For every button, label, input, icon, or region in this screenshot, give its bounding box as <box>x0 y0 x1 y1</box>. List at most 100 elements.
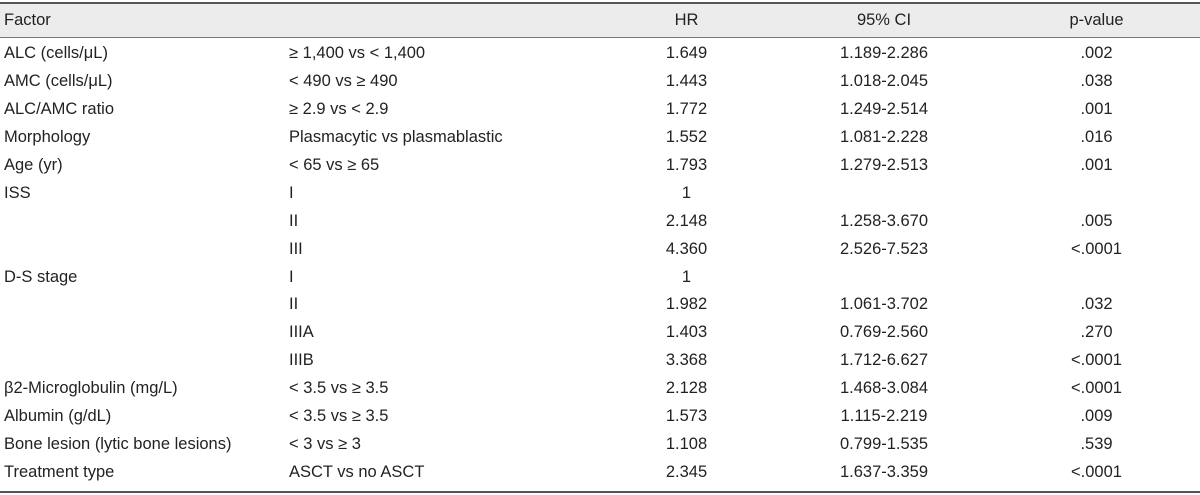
cell-comparison: III <box>289 239 303 258</box>
table-row: AMC (cells/μL) < 490 vs ≥ 490 1.443 1.018-2… <box>0 68 1200 96</box>
cell-comparison: Plasmacytic vs plasmablastic <box>289 128 503 147</box>
cell-p-value: .539 <box>1080 434 1113 453</box>
cell-hr: 2.128 <box>665 379 708 398</box>
cell-p-value: .009 <box>1080 407 1113 426</box>
table-row: IIIA 1.403 0.769-2.560 .270 <box>0 319 1200 347</box>
table-row: Age (yr) < 65 vs ≥ 65 1.793 1.279-2.513 .001 <box>0 152 1200 180</box>
cell-hr: 1 <box>681 267 692 286</box>
cell-hr: 1.793 <box>665 156 708 174</box>
cell-comparison: < 65 vs ≥ 65 <box>289 156 380 174</box>
header-comparison <box>289 4 594 37</box>
cell-factor <box>0 347 289 375</box>
cell-comparison: II <box>289 295 299 314</box>
cell-hr: 1.649 <box>665 44 708 63</box>
cell-factor: Bone lesion (lytic bone lesions) <box>4 434 232 453</box>
cell-comparison: IIIB <box>289 351 314 370</box>
table-row: ISS I 1 <box>0 179 1200 207</box>
cell-hr: 1.108 <box>665 434 708 453</box>
table-row: D-S stage I 1 <box>0 263 1200 291</box>
table-row: Morphology Plasmacytic vs plasmablastic 1.… <box>0 124 1200 152</box>
table-row: II 1.982 1.061-3.702 .032 <box>0 291 1200 319</box>
bottom-rule <box>0 491 1200 493</box>
cell-ci: 2.526-7.523 <box>839 239 929 258</box>
header-row: Factor HR 95% CI p-value <box>0 4 1200 37</box>
cell-factor <box>0 291 289 319</box>
cell-comparison: I <box>289 267 294 286</box>
cell-ci: 0.769-2.560 <box>839 323 929 342</box>
cell-comparison: II <box>289 211 299 230</box>
cell-hr: 1.982 <box>665 295 708 314</box>
header-p-value: p-value <box>1069 11 1124 29</box>
table-row: β2-Microglobulin (mg/L) < 3.5 vs ≥ 3.5 2.1… <box>0 375 1200 403</box>
header-factor: Factor <box>4 11 51 29</box>
hazard-ratio-table: Factor HR 95% CI p-value ALC (cells/μL) ≥… <box>0 4 1200 486</box>
cell-ci: 1.712-6.627 <box>839 351 929 370</box>
cell-hr: 1.573 <box>665 407 708 426</box>
table-row: III 4.360 2.526-7.523 <.0001 <box>0 235 1200 263</box>
cell-p-value: .016 <box>1080 128 1113 147</box>
cell-ci: 0.799-1.535 <box>839 434 929 453</box>
table-row: IIIB 3.368 1.712-6.627 <.0001 <box>0 347 1200 375</box>
cell-p-value: .001 <box>1080 156 1113 174</box>
cell-hr: 3.368 <box>665 351 708 370</box>
cell-hr: 1.552 <box>665 128 708 147</box>
cell-comparison: < 3.5 vs ≥ 3.5 <box>289 407 389 426</box>
cell-ci: 1.189-2.286 <box>839 44 929 63</box>
top-rule <box>0 2 1200 4</box>
cell-p-value <box>989 263 1200 291</box>
cell-hr: 1 <box>681 183 692 202</box>
cell-ci: 1.115-2.219 <box>840 407 928 426</box>
cell-comparison: ≥ 2.9 vs < 2.9 <box>289 100 389 119</box>
cell-comparison: ASCT vs no ASCT <box>289 462 425 481</box>
cell-factor: Treatment type <box>4 462 115 481</box>
table-row: Albumin (g/dL) < 3.5 vs ≥ 3.5 1.573 1.115-2… <box>0 403 1200 431</box>
table-row: ALC (cells/μL) ≥ 1,400 vs < 1,400 1.649 1.1… <box>0 37 1200 68</box>
cell-p-value: .032 <box>1080 295 1113 314</box>
cell-p-value: <.0001 <box>1071 351 1122 370</box>
table-row: Treatment type ASCT vs no ASCT 2.345 1.637-… <box>0 458 1200 486</box>
cell-factor: Morphology <box>4 128 91 147</box>
cell-p-value: .270 <box>1080 323 1113 342</box>
cell-comparison: I <box>289 183 294 202</box>
cell-p-value: <.0001 <box>1071 462 1122 481</box>
cell-ci: 1.258-3.670 <box>839 211 929 230</box>
cell-ci: 1.081-2.228 <box>839 128 929 147</box>
cell-ci: 1.279-2.513 <box>839 156 929 174</box>
cell-factor: AMC (cells/μL) <box>4 72 113 91</box>
cell-factor <box>0 235 289 263</box>
cell-ci: 1.249-2.514 <box>839 100 929 119</box>
cell-ci: 1.468-3.084 <box>839 379 929 398</box>
table-row: ALC/AMC ratio ≥ 2.9 vs < 2.9 1.772 1.249-2.… <box>0 96 1200 124</box>
cell-ci <box>779 179 989 207</box>
cell-factor <box>0 319 289 347</box>
cell-ci <box>779 263 989 291</box>
table-row: Bone lesion (lytic bone lesions) < 3 vs ≥… <box>0 430 1200 458</box>
cell-comparison: IIIA <box>289 323 314 342</box>
header-hr: HR <box>674 11 699 29</box>
cell-p-value: .038 <box>1080 72 1113 91</box>
header-background <box>0 4 1200 37</box>
cell-ci: 1.637-3.359 <box>839 462 929 481</box>
header-rule <box>0 37 1200 38</box>
cell-factor: Albumin (g/dL) <box>4 407 112 426</box>
cell-ci: 1.018-2.045 <box>839 72 929 91</box>
cell-hr: 2.345 <box>665 462 708 481</box>
cell-hr: 4.360 <box>665 239 708 258</box>
cell-p-value: .005 <box>1080 211 1113 230</box>
cell-factor: Age (yr) <box>4 156 63 174</box>
cell-factor: ALC (cells/μL) <box>4 44 108 63</box>
table-row: II 2.148 1.258-3.670 .005 <box>0 207 1200 235</box>
cell-p-value <box>989 179 1200 207</box>
cell-comparison: < 490 vs ≥ 490 <box>289 72 398 91</box>
cell-ci: 1.061-3.702 <box>839 295 929 314</box>
cell-factor: β2-Microglobulin (mg/L) <box>4 379 178 398</box>
cell-factor: ISS <box>4 183 31 202</box>
cell-p-value: <.0001 <box>1071 379 1122 398</box>
cell-factor: D-S stage <box>4 267 78 286</box>
header-ci: 95% CI <box>856 11 912 29</box>
cell-factor: ALC/AMC ratio <box>4 100 115 119</box>
cell-hr: 1.443 <box>665 72 708 91</box>
cell-hr: 1.403 <box>665 323 708 342</box>
cell-p-value: <.0001 <box>1071 239 1122 258</box>
